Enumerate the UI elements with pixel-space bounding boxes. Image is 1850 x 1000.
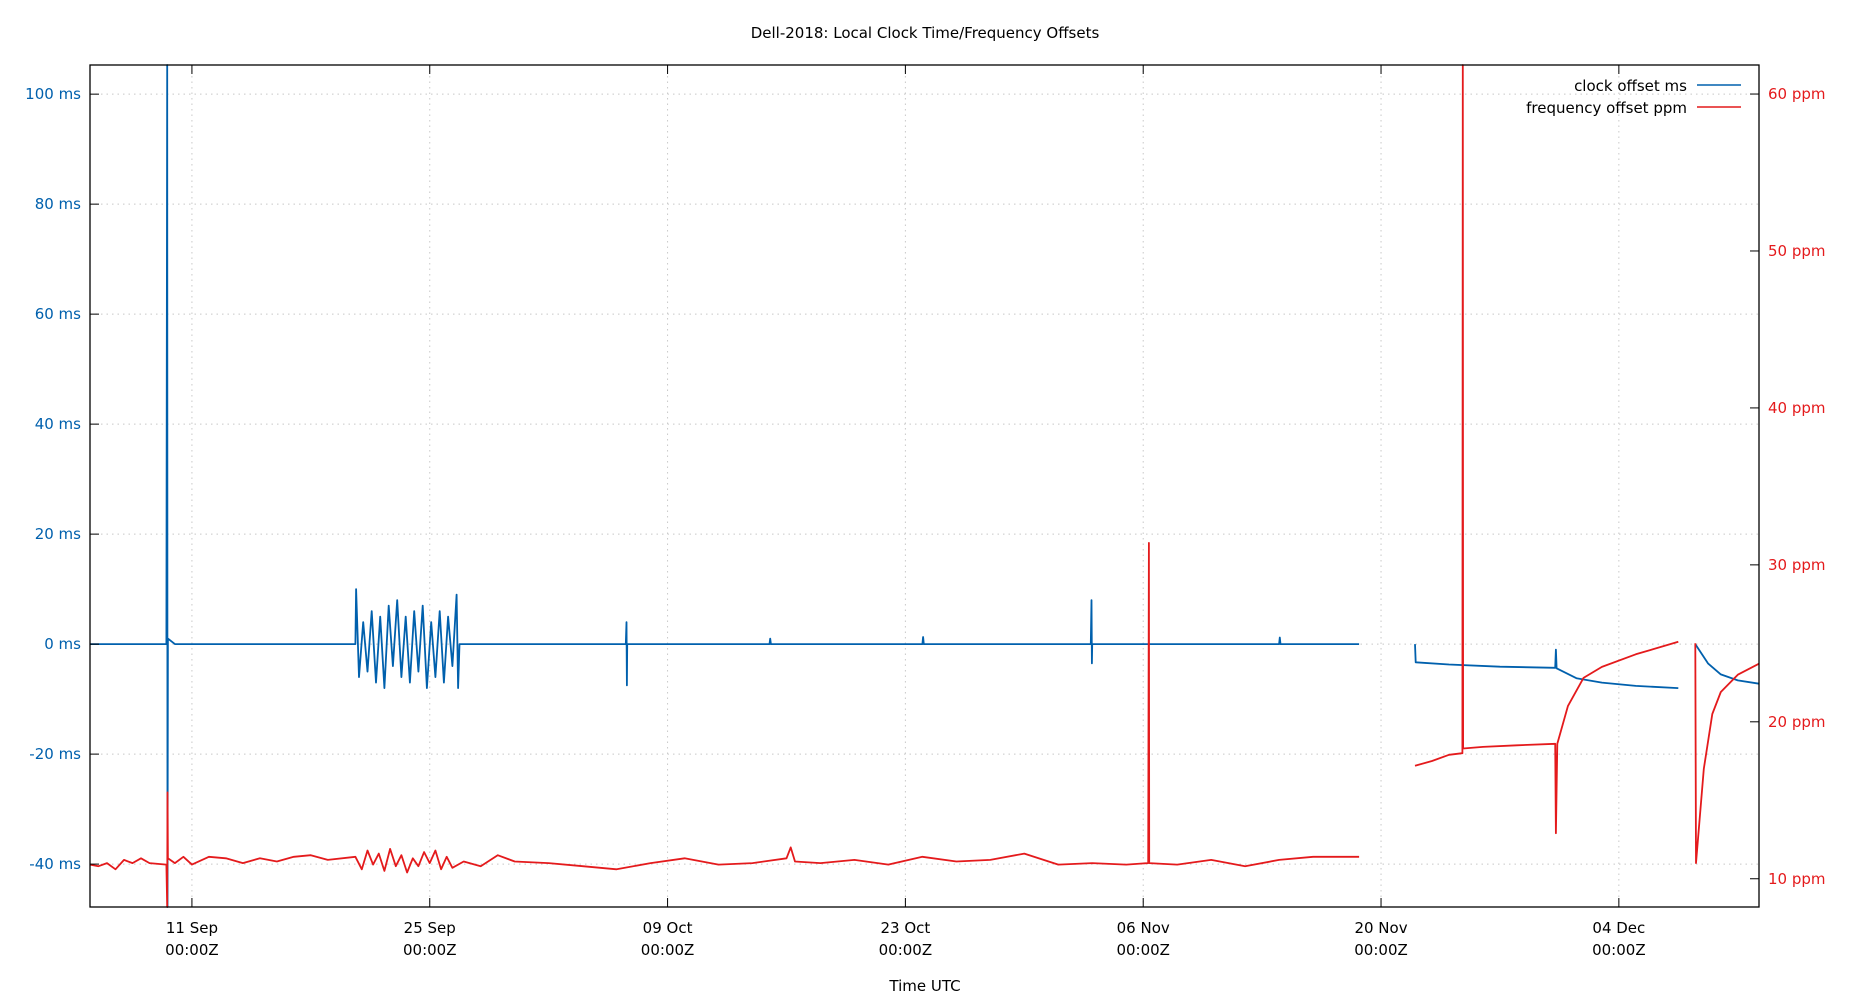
frequency-offset-line [89, 542, 1360, 908]
grid [90, 65, 1759, 907]
x-tick-label-date: 06 Nov [1117, 919, 1170, 937]
y2-tick-label: 50 ppm [1768, 242, 1826, 260]
y2-tick-label: 10 ppm [1768, 870, 1826, 888]
y-tick-label: 0 ms [44, 635, 81, 653]
frequency-offset-line [1414, 64, 1679, 835]
y2-tick-label: 60 ppm [1768, 85, 1826, 103]
y2-tick-label: 30 ppm [1768, 556, 1826, 574]
x-tick-label-date: 09 Oct [643, 919, 693, 937]
clock-offset-line [1414, 644, 1679, 689]
y-tick-label: 40 ms [35, 415, 81, 433]
legend-label-clock-offset: clock offset ms [1574, 77, 1687, 95]
x-tick-label-time: 00:00Z [641, 941, 695, 959]
x-tick-label-time: 00:00Z [1354, 941, 1408, 959]
x-tick-label-time: 00:00Z [879, 941, 933, 959]
x-tick-label-date: 23 Oct [880, 919, 930, 937]
plot-frame [89, 64, 1760, 908]
x-tick-label-date: 20 Nov [1354, 919, 1407, 937]
x-tick-label-date: 25 Sep [404, 919, 456, 937]
x-tick-label-time: 00:00Z [1116, 941, 1170, 959]
legend: clock offset ms frequency offset ppm [1526, 77, 1741, 117]
x-tick-label-time: 00:00Z [403, 941, 457, 959]
legend-label-frequency-offset: frequency offset ppm [1526, 99, 1687, 117]
x-tick-label-date: 04 Dec [1592, 919, 1645, 937]
x-tick-label-time: 00:00Z [1592, 941, 1646, 959]
y2-tick-label: 20 ppm [1768, 713, 1826, 731]
axes: 11 Sep 00:00Z 25 Sep 00:00Z 09 Oct 00:00Z 23 O… [25, 65, 1826, 959]
clock-offset-line [90, 64, 1360, 908]
chart-title: Dell-2018: Local Clock Time/Frequency Of… [751, 24, 1100, 42]
series-layer [89, 64, 1760, 908]
y2-tick-label: 40 ppm [1768, 399, 1826, 417]
clock-offset-line [1694, 643, 1760, 685]
x-axis-label: Time UTC [888, 977, 960, 995]
y-tick-label: 100 ms [25, 85, 81, 103]
y-tick-label: -40 ms [29, 855, 81, 873]
y-tick-label: 60 ms [35, 305, 81, 323]
frequency-offset-line [1694, 643, 1760, 864]
x-tick-label-date: 11 Sep [166, 919, 218, 937]
y-tick-label: -20 ms [29, 745, 81, 763]
x-tick-label-time: 00:00Z [165, 941, 219, 959]
y-tick-label: 80 ms [35, 195, 81, 213]
y-tick-label: 20 ms [35, 525, 81, 543]
